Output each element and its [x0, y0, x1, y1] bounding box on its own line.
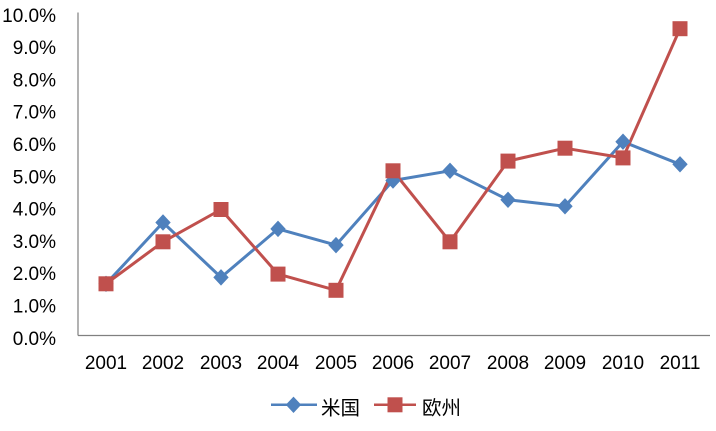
- svg-text:2009: 2009: [544, 353, 586, 374]
- svg-text:4.0%: 4.0%: [13, 200, 56, 221]
- svg-text:7.0%: 7.0%: [13, 103, 56, 124]
- svg-text:3.0%: 3.0%: [13, 232, 56, 253]
- svg-text:2.0%: 2.0%: [13, 264, 56, 285]
- svg-text:5.0%: 5.0%: [13, 167, 56, 188]
- svg-text:1.0%: 1.0%: [13, 297, 56, 318]
- svg-text:2004: 2004: [257, 353, 300, 374]
- svg-text:6.0%: 6.0%: [13, 135, 56, 156]
- svg-text:2001: 2001: [85, 353, 127, 374]
- svg-text:2003: 2003: [200, 353, 242, 374]
- svg-text:2007: 2007: [429, 353, 471, 374]
- svg-text:米国: 米国: [321, 398, 360, 420]
- svg-text:2005: 2005: [315, 353, 357, 374]
- svg-text:8.0%: 8.0%: [13, 70, 56, 91]
- svg-text:2006: 2006: [372, 353, 414, 374]
- svg-text:9.0%: 9.0%: [13, 38, 56, 59]
- svg-text:10.0%: 10.0%: [2, 6, 56, 27]
- svg-text:2010: 2010: [602, 353, 644, 374]
- svg-text:2002: 2002: [142, 353, 184, 374]
- svg-text:2008: 2008: [487, 353, 529, 374]
- svg-text:2011: 2011: [660, 353, 701, 374]
- svg-text:0.0%: 0.0%: [13, 329, 56, 350]
- svg-text:欧州: 欧州: [422, 398, 461, 420]
